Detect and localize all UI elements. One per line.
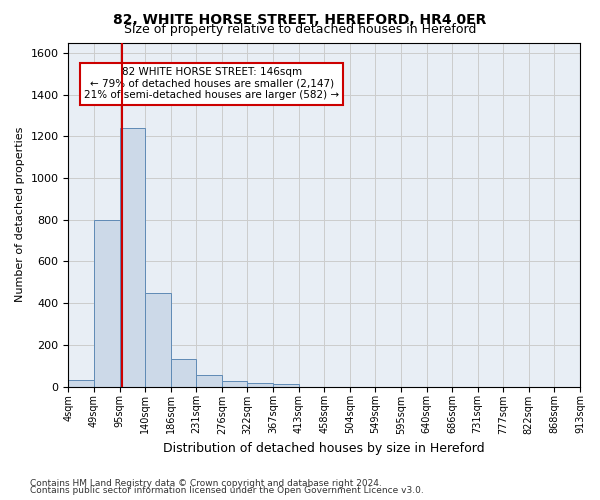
Text: Contains public sector information licensed under the Open Government Licence v3: Contains public sector information licen…	[30, 486, 424, 495]
Text: Contains HM Land Registry data © Crown copyright and database right 2024.: Contains HM Land Registry data © Crown c…	[30, 478, 382, 488]
Text: 82, WHITE HORSE STREET, HEREFORD, HR4 0ER: 82, WHITE HORSE STREET, HEREFORD, HR4 0E…	[113, 12, 487, 26]
Bar	[247, 383, 273, 386]
Text: 82 WHITE HORSE STREET: 146sqm
← 79% of detached houses are smaller (2,147)
21% o: 82 WHITE HORSE STREET: 146sqm ← 79% of d…	[84, 67, 339, 100]
X-axis label: Distribution of detached houses by size in Hereford: Distribution of detached houses by size …	[163, 442, 485, 455]
Bar	[222, 382, 247, 386]
Text: Size of property relative to detached houses in Hereford: Size of property relative to detached ho…	[124, 22, 476, 36]
Bar	[119, 128, 145, 386]
Bar	[145, 292, 171, 386]
Bar	[68, 380, 94, 386]
Bar	[94, 220, 119, 386]
Bar	[171, 360, 196, 386]
Bar	[196, 375, 222, 386]
Y-axis label: Number of detached properties: Number of detached properties	[15, 127, 25, 302]
Bar	[273, 384, 299, 386]
